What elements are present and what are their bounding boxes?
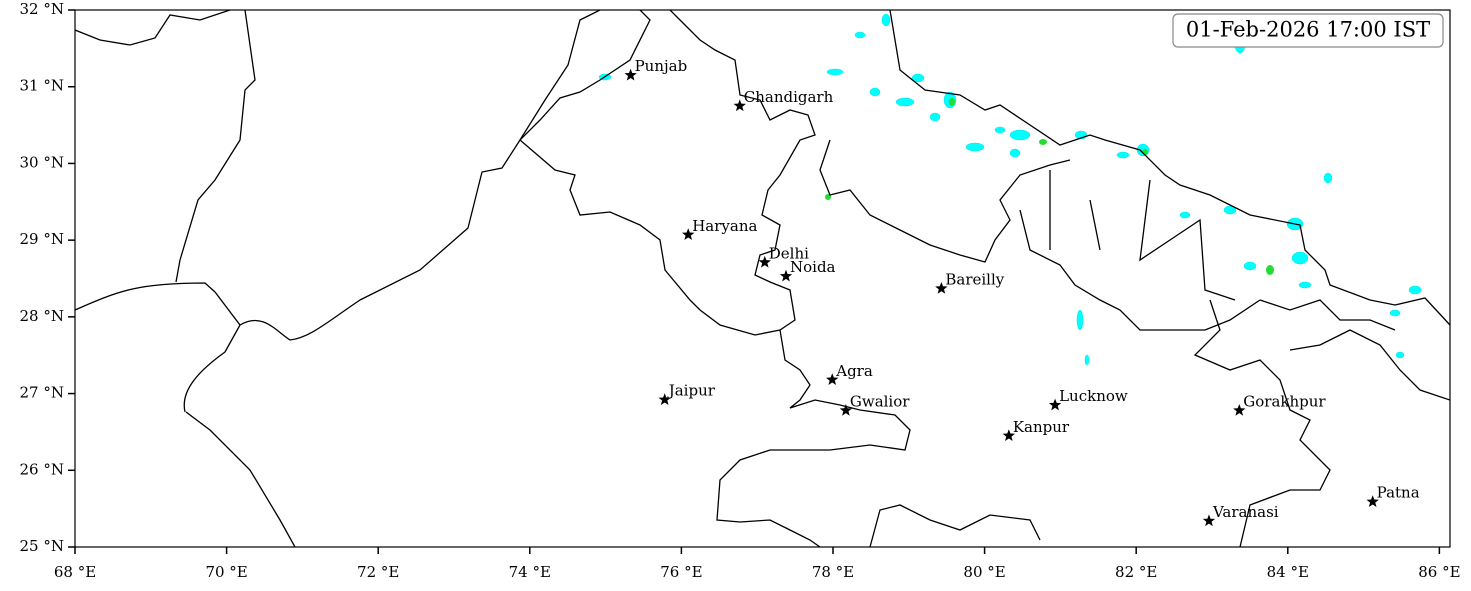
city-marker: [1202, 514, 1216, 527]
map-frame: [74, 9, 1451, 548]
city-label: Kanpur: [1013, 418, 1070, 436]
basemap: [75, 10, 1450, 547]
city-label: Lucknow: [1059, 387, 1128, 405]
x-tick-label: 74 °E: [509, 563, 551, 581]
timestamp: 01-Feb-2026 17:00 IST: [1186, 18, 1430, 42]
city-label: Chandigarh: [744, 88, 834, 106]
city-label: Haryana: [692, 217, 757, 235]
y-tick-label: 27 °N: [20, 384, 64, 402]
city-label: Jaipur: [667, 382, 716, 400]
city-label: Gwalior: [850, 392, 910, 410]
city-label: Punjab: [635, 57, 688, 75]
x-tick-label: 82 °E: [1115, 563, 1157, 581]
overlay: 68 °E 70 °E 72 °E 74 °E 76 °E 78 °E 80 °E 82 °E…: [20, 0, 1461, 581]
city-marker: [935, 281, 948, 294]
x-tick-label: 78 °E: [812, 563, 854, 581]
city-marker: [733, 99, 746, 112]
y-tick-label: 29 °N: [20, 230, 64, 248]
y-tick-label: 26 °N: [20, 460, 64, 478]
y-tick-label: 31 °N: [20, 77, 64, 95]
city-marker: [624, 68, 637, 81]
x-tick-label: 70 °E: [205, 563, 247, 581]
city-label: Delhi: [769, 244, 809, 262]
city-marker: [826, 373, 839, 386]
city-marker: [779, 269, 793, 282]
city-label: Varanasi: [1212, 503, 1279, 521]
city-label: Agra: [835, 362, 873, 380]
y-tick-label: 32 °N: [20, 0, 64, 18]
y-tick-label: 30 °N: [20, 153, 64, 171]
city-marker: [1002, 429, 1016, 442]
y-tick-label: 25 °N: [20, 537, 64, 555]
x-tick-label: 72 °E: [357, 563, 399, 581]
precipitation: [598, 13, 1422, 366]
y-tick-label: 28 °N: [20, 307, 64, 325]
city-label: Noida: [790, 258, 836, 276]
x-tick-label: 84 °E: [1267, 563, 1309, 581]
x-tick-label: 76 °E: [660, 563, 702, 581]
city-marker: [1366, 495, 1379, 507]
x-tick-label: 86 °E: [1418, 563, 1460, 581]
city-marker: [682, 228, 695, 241]
x-tick-label: 68 °E: [54, 563, 96, 581]
city-marker: [658, 393, 671, 405]
timestamp-box: [1172, 13, 1444, 48]
city-label: Bareilly: [945, 270, 1004, 288]
borders: [75, 10, 1450, 547]
city-label: Patna: [1377, 484, 1420, 502]
city-marker: [758, 255, 771, 268]
city-marker: [1233, 403, 1246, 416]
x-tick-label: 80 °E: [963, 563, 1005, 581]
city-marker: [839, 403, 853, 416]
city-label: Gorakhpur: [1243, 392, 1326, 410]
city-marker: [1048, 398, 1062, 411]
